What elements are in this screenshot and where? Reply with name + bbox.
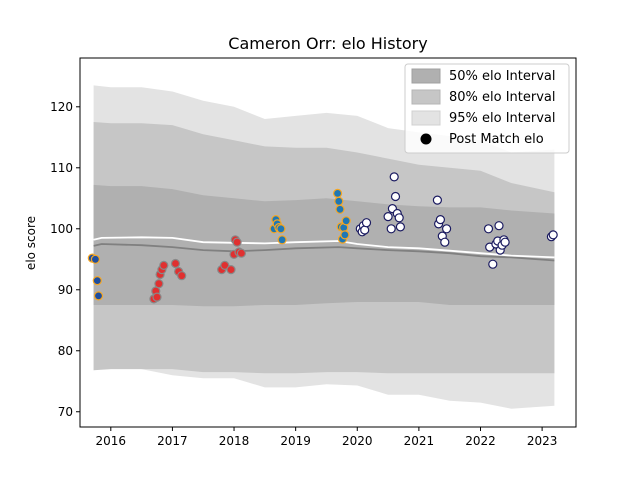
post-match-point: [383, 212, 393, 222]
series-line-1: [93, 236, 555, 259]
legend-box: [404, 63, 570, 154]
post-match-point: [159, 260, 169, 270]
post-match-point: [390, 191, 401, 202]
legend-marker-post-match: [420, 133, 432, 145]
post-match-point: [440, 237, 450, 247]
post-match-point: [360, 225, 370, 235]
post-match-point: [432, 195, 442, 205]
y-tick-label: 70: [58, 405, 73, 419]
post-match-point: [277, 235, 287, 245]
legend: 50% elo Interval 80% elo Interval 95% el…: [404, 63, 570, 154]
post-match-point: [394, 213, 404, 223]
legend-swatch-50: [411, 68, 441, 84]
post-match-point: [548, 230, 558, 240]
post-match-point: [170, 258, 181, 269]
post-match-point: [341, 216, 351, 226]
post-match-point: [226, 265, 236, 275]
post-match-point: [340, 230, 350, 240]
chart-title: Cameron Orr: elo History: [228, 34, 427, 53]
series-line-0: [93, 243, 555, 262]
post-match-point: [236, 248, 246, 258]
y-axis: 70 80 90 100 110 120: [50, 100, 80, 419]
post-match-point: [386, 224, 396, 234]
x-tick-label: 2016: [96, 434, 127, 448]
post-match-point: [276, 224, 286, 234]
post-match-point: [333, 188, 343, 198]
x-tick-label: 2022: [465, 434, 496, 448]
y-tick-label: 120: [50, 100, 73, 114]
legend-label-95: 95% elo Interval: [449, 111, 556, 126]
post-match-point: [483, 224, 494, 234]
y-axis-label: elo score: [24, 216, 38, 270]
y-tick-label: 100: [50, 222, 73, 236]
x-tick-label: 2019: [280, 434, 311, 448]
post-match-point: [395, 222, 405, 232]
post-match-point: [500, 237, 510, 247]
post-match-point: [232, 237, 242, 247]
post-match-point: [442, 224, 452, 234]
y-tick-label: 110: [50, 161, 73, 175]
post-match-point: [154, 279, 164, 289]
post-match-point: [494, 221, 504, 231]
x-tick-label: 2021: [404, 434, 435, 448]
legend-label-50: 50% elo Interval: [449, 69, 556, 84]
post-match-point: [177, 271, 187, 281]
x-axis: 2016 2017 2018 2019 2020 2021 2022 2023: [96, 427, 558, 448]
x-tick-label: 2018: [219, 434, 250, 448]
post-match-point: [488, 259, 498, 269]
post-match-point: [90, 254, 101, 264]
legend-swatch-95: [411, 110, 441, 126]
y-tick-label: 80: [58, 344, 73, 358]
legend-label-post-match: Post Match elo: [449, 132, 544, 147]
legend-swatch-80: [411, 89, 441, 105]
post-match-point: [335, 204, 345, 214]
x-tick-label: 2020: [342, 434, 373, 448]
x-tick-label: 2017: [157, 434, 188, 448]
post-match-point: [435, 215, 445, 225]
axes-frame: [79, 57, 577, 428]
y-tick-label: 90: [58, 283, 73, 297]
post-match-point: [334, 196, 344, 206]
post-match-point: [361, 218, 372, 228]
post-match-point: [93, 291, 104, 301]
plot-area: [87, 85, 558, 409]
legend-label-80: 80% elo Interval: [449, 90, 556, 105]
post-match-point: [220, 260, 230, 270]
post-match-point: [92, 276, 102, 286]
post-match-point: [389, 172, 399, 182]
x-tick-label: 2023: [527, 434, 558, 448]
post-match-point: [152, 292, 162, 302]
